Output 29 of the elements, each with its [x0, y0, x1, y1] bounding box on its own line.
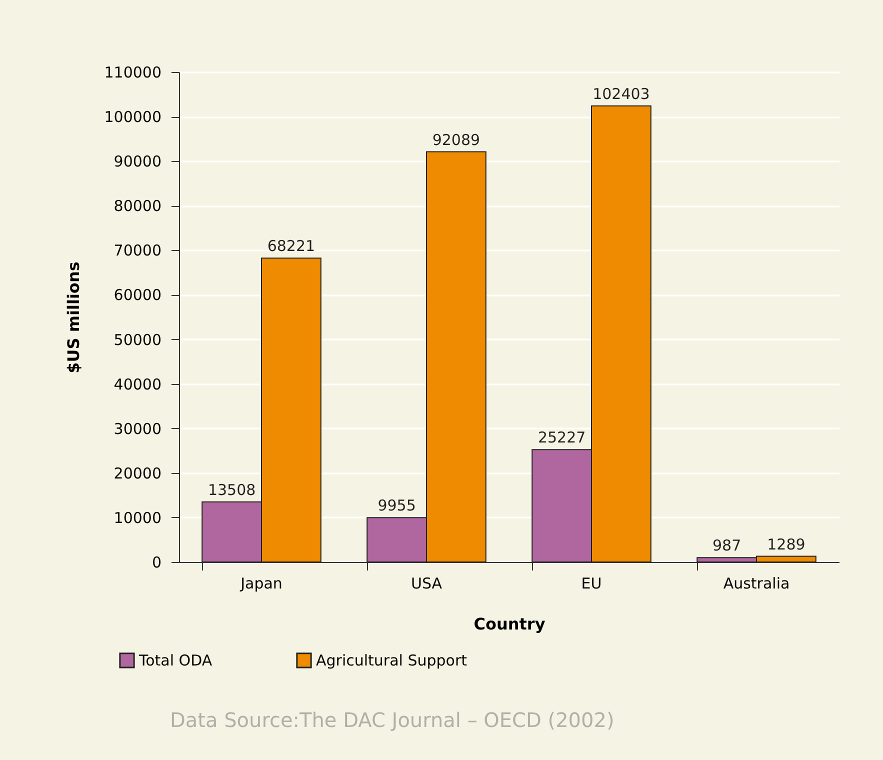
x-tick-label: Australia: [723, 574, 790, 592]
y-tick-label: 20000: [114, 464, 162, 482]
source-note: Data Source:The DAC Journal – OECD (2002): [170, 708, 614, 732]
data-label: 987: [712, 536, 742, 555]
data-label: 25227: [538, 428, 586, 447]
y-tick-label: 10000: [114, 508, 162, 527]
y-tick-label: 30000: [114, 420, 162, 438]
data-label: 102403: [592, 84, 650, 103]
x-axis-title: Country: [474, 614, 546, 634]
y-tick-label: 40000: [114, 375, 162, 394]
data-label: 9955: [378, 496, 416, 515]
y-tick-label: 90000: [114, 152, 162, 171]
y-tick-label: 50000: [114, 330, 162, 349]
y-tick-label: 80000: [114, 197, 162, 216]
x-tick-label: Japan: [240, 574, 282, 592]
y-axis-title: $US millions: [64, 262, 84, 374]
y-tick-label: 60000: [114, 286, 162, 304]
data-label: 1289: [767, 535, 806, 554]
y-tick-label: 0: [152, 554, 162, 572]
data-label: 13508: [208, 480, 256, 499]
x-tick-label: EU: [581, 574, 602, 592]
legend-label: Total ODA: [138, 651, 213, 670]
y-tick-label: 70000: [114, 242, 162, 260]
y-tick-label: 110000: [104, 64, 162, 82]
legend-label: Agricultural Support: [316, 651, 468, 670]
y-tick-label: 100000: [104, 108, 162, 126]
data-label: 68221: [267, 237, 316, 256]
x-tick-label: USA: [410, 574, 443, 592]
data-label: 92089: [432, 130, 480, 149]
